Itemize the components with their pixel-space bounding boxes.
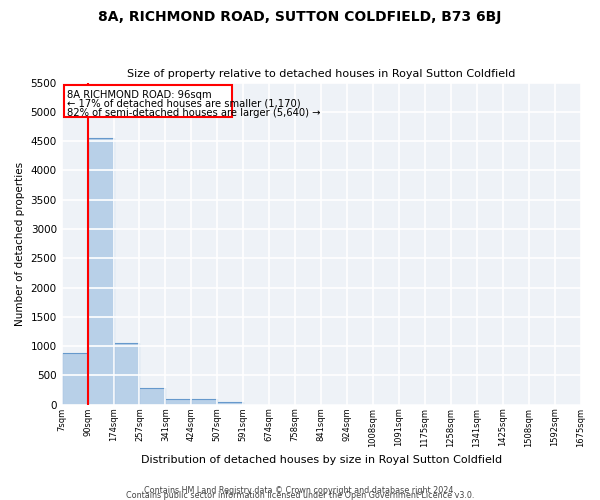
Title: Size of property relative to detached houses in Royal Sutton Coldfield: Size of property relative to detached ho… bbox=[127, 69, 515, 79]
Text: Contains HM Land Registry data © Crown copyright and database right 2024.: Contains HM Land Registry data © Crown c… bbox=[144, 486, 456, 495]
Bar bbox=[139, 388, 166, 405]
Bar bbox=[166, 400, 191, 405]
Text: 8A RICHMOND ROAD: 96sqm: 8A RICHMOND ROAD: 96sqm bbox=[67, 90, 211, 100]
Text: 82% of semi-detached houses are larger (5,640) →: 82% of semi-detached houses are larger (… bbox=[67, 108, 320, 118]
Text: 8A, RICHMOND ROAD, SUTTON COLDFIELD, B73 6BJ: 8A, RICHMOND ROAD, SUTTON COLDFIELD, B73… bbox=[98, 10, 502, 24]
Text: Contains public sector information licensed under the Open Government Licence v3: Contains public sector information licen… bbox=[126, 491, 474, 500]
Bar bbox=[64, 86, 232, 116]
Bar bbox=[62, 353, 88, 405]
Bar bbox=[217, 402, 243, 405]
Bar bbox=[113, 342, 139, 405]
X-axis label: Distribution of detached houses by size in Royal Sutton Coldfield: Distribution of detached houses by size … bbox=[140, 455, 502, 465]
Bar bbox=[88, 138, 113, 405]
Bar bbox=[191, 400, 217, 405]
Y-axis label: Number of detached properties: Number of detached properties bbox=[15, 162, 25, 326]
Text: ← 17% of detached houses are smaller (1,170): ← 17% of detached houses are smaller (1,… bbox=[67, 99, 301, 109]
